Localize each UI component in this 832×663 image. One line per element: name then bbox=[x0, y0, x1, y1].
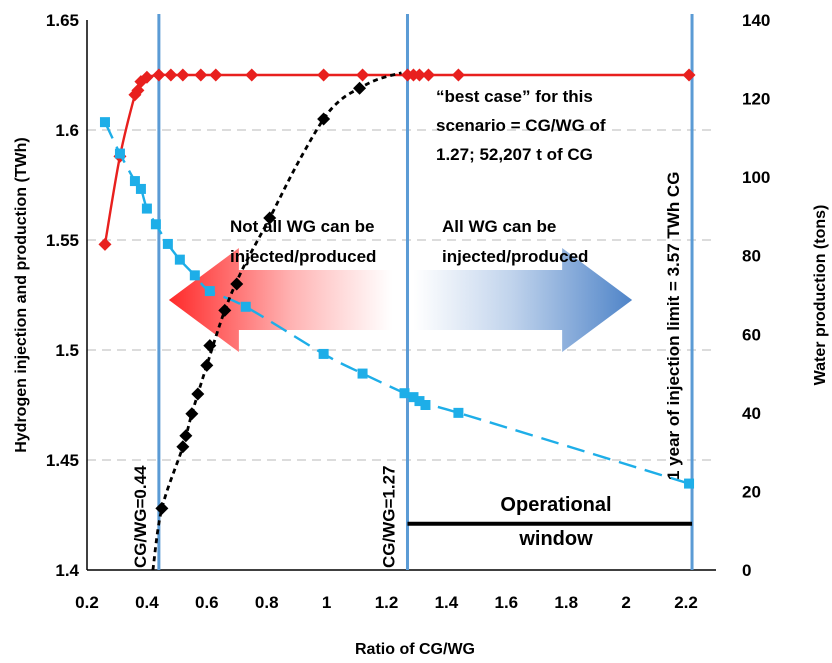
blue-arrow-right bbox=[413, 248, 633, 352]
x-tick-label: 1.2 bbox=[375, 593, 399, 612]
y-right-tick-label: 80 bbox=[742, 247, 761, 266]
point-cg bbox=[317, 112, 331, 126]
y-left-tick-label: 1.55 bbox=[46, 231, 79, 250]
y-left-tick-label: 1.5 bbox=[55, 341, 79, 360]
point-cg bbox=[185, 407, 199, 421]
point-water bbox=[204, 286, 215, 297]
annotation-best-case: “best case” for this scenario = CG/WG of… bbox=[436, 87, 606, 164]
point-water bbox=[189, 270, 200, 281]
series-layer bbox=[98, 68, 696, 571]
vertical-line-label: 1 year of injection limit = 3.57 TWh CG bbox=[664, 172, 683, 480]
point-hydrogen bbox=[451, 68, 465, 82]
point-cg bbox=[353, 81, 367, 95]
annotation-labels: CG/WG=0.44 CG/WG=1.27 1 year of injection … bbox=[131, 172, 683, 568]
point-hydrogen bbox=[317, 68, 331, 82]
point-water bbox=[162, 238, 173, 249]
point-hydrogen bbox=[356, 68, 370, 82]
x-tick-label: 2 bbox=[621, 593, 630, 612]
x-tick-label: 1.6 bbox=[495, 593, 519, 612]
y-left-tick-label: 1.4 bbox=[55, 561, 79, 580]
y-right-tick-label: 60 bbox=[742, 325, 761, 344]
point-cg bbox=[176, 440, 190, 454]
point-water bbox=[129, 176, 140, 187]
y-axis-left-title: Hydrogen injection and production (TWh) bbox=[13, 137, 30, 453]
y-right-tick-label: 0 bbox=[742, 561, 751, 580]
point-water bbox=[420, 400, 431, 410]
operational-window-label-1: Operational bbox=[500, 494, 611, 516]
direction-arrows bbox=[168, 248, 633, 352]
axes bbox=[86, 20, 716, 571]
series-line-hydrogen bbox=[103, 73, 690, 245]
point-hydrogen bbox=[194, 68, 208, 82]
point-hydrogen bbox=[98, 237, 112, 251]
y-right-tick-label: 40 bbox=[742, 404, 761, 423]
x-axis-title: Ratio of CG/WG bbox=[355, 641, 475, 658]
point-hydrogen bbox=[412, 68, 426, 82]
annotation-not-all-wg: Not all WG can be injected/produced bbox=[230, 217, 376, 266]
point-cg bbox=[218, 303, 232, 317]
vertical-lines bbox=[157, 14, 694, 570]
x-tick-label: 1 bbox=[322, 593, 331, 612]
point-hydrogen bbox=[245, 68, 259, 82]
point-water bbox=[357, 368, 368, 379]
point-water bbox=[99, 117, 110, 128]
y-right-tick-label: 120 bbox=[742, 90, 770, 109]
point-water bbox=[408, 392, 419, 403]
y-right-tick-label: 100 bbox=[742, 168, 770, 187]
annotation-all-wg: All WG can be injected/produced bbox=[442, 217, 588, 266]
point-cg bbox=[263, 211, 277, 225]
best-case-line-1: “best case” for this bbox=[436, 87, 593, 106]
y-left-tick-label: 1.65 bbox=[46, 11, 79, 30]
not-all-line-2: injected/produced bbox=[230, 247, 376, 266]
point-water bbox=[114, 148, 125, 159]
x-tick-label: 0.2 bbox=[75, 593, 99, 612]
not-all-line-1: Not all WG can be bbox=[230, 217, 375, 236]
x-tick-label: 0.4 bbox=[135, 593, 159, 612]
point-cg bbox=[200, 358, 214, 372]
vertical-line-label: CG/WG=0.44 bbox=[131, 465, 150, 568]
point-cg bbox=[230, 277, 244, 291]
best-case-line-3: 1.27; 52,207 t of CG bbox=[436, 145, 593, 164]
point-cg bbox=[203, 339, 217, 353]
point-hydrogen bbox=[421, 68, 435, 82]
point-water bbox=[318, 348, 329, 359]
y-right-tick-label: 20 bbox=[742, 482, 761, 501]
point-hydrogen bbox=[682, 68, 696, 82]
x-tick-label: 0.6 bbox=[195, 593, 219, 612]
all-line-1: All WG can be bbox=[442, 217, 556, 236]
operational-window-label-2: window bbox=[518, 528, 593, 550]
point-hydrogen bbox=[152, 68, 166, 82]
point-water bbox=[135, 183, 146, 194]
y-axis-right-title: Water production (tons) bbox=[812, 205, 829, 386]
vertical-line-label: CG/WG=1.27 bbox=[379, 465, 398, 568]
best-case-line-2: scenario = CG/WG of bbox=[436, 116, 606, 135]
y-left-tick-label: 1.6 bbox=[55, 121, 79, 140]
point-water bbox=[684, 478, 695, 489]
point-cg bbox=[191, 387, 205, 401]
point-cg bbox=[155, 501, 169, 515]
y-right-tick-label: 140 bbox=[742, 11, 770, 30]
point-water bbox=[141, 203, 152, 214]
y-left-tick-label: 1.45 bbox=[46, 451, 79, 470]
point-water bbox=[453, 407, 464, 418]
point-cg bbox=[179, 429, 193, 443]
x-tick-label: 1.8 bbox=[554, 593, 578, 612]
point-water bbox=[174, 254, 185, 265]
x-tick-label: 2.2 bbox=[674, 593, 698, 612]
point-water bbox=[399, 388, 410, 399]
tick-labels: 1.4 1.45 1.5 1.55 1.6 1.65 0 20 40 60 80 100 120 140 0… bbox=[46, 11, 770, 612]
red-arrow-left bbox=[168, 248, 393, 352]
point-hydrogen bbox=[164, 68, 178, 82]
point-water bbox=[150, 219, 161, 230]
x-tick-label: 0.8 bbox=[255, 593, 279, 612]
point-hydrogen bbox=[140, 70, 154, 84]
x-tick-label: 1.4 bbox=[435, 593, 459, 612]
point-hydrogen bbox=[209, 68, 223, 82]
point-hydrogen bbox=[176, 68, 190, 82]
all-line-2: injected/produced bbox=[442, 247, 588, 266]
point-water bbox=[414, 396, 425, 407]
point-water bbox=[240, 301, 251, 312]
